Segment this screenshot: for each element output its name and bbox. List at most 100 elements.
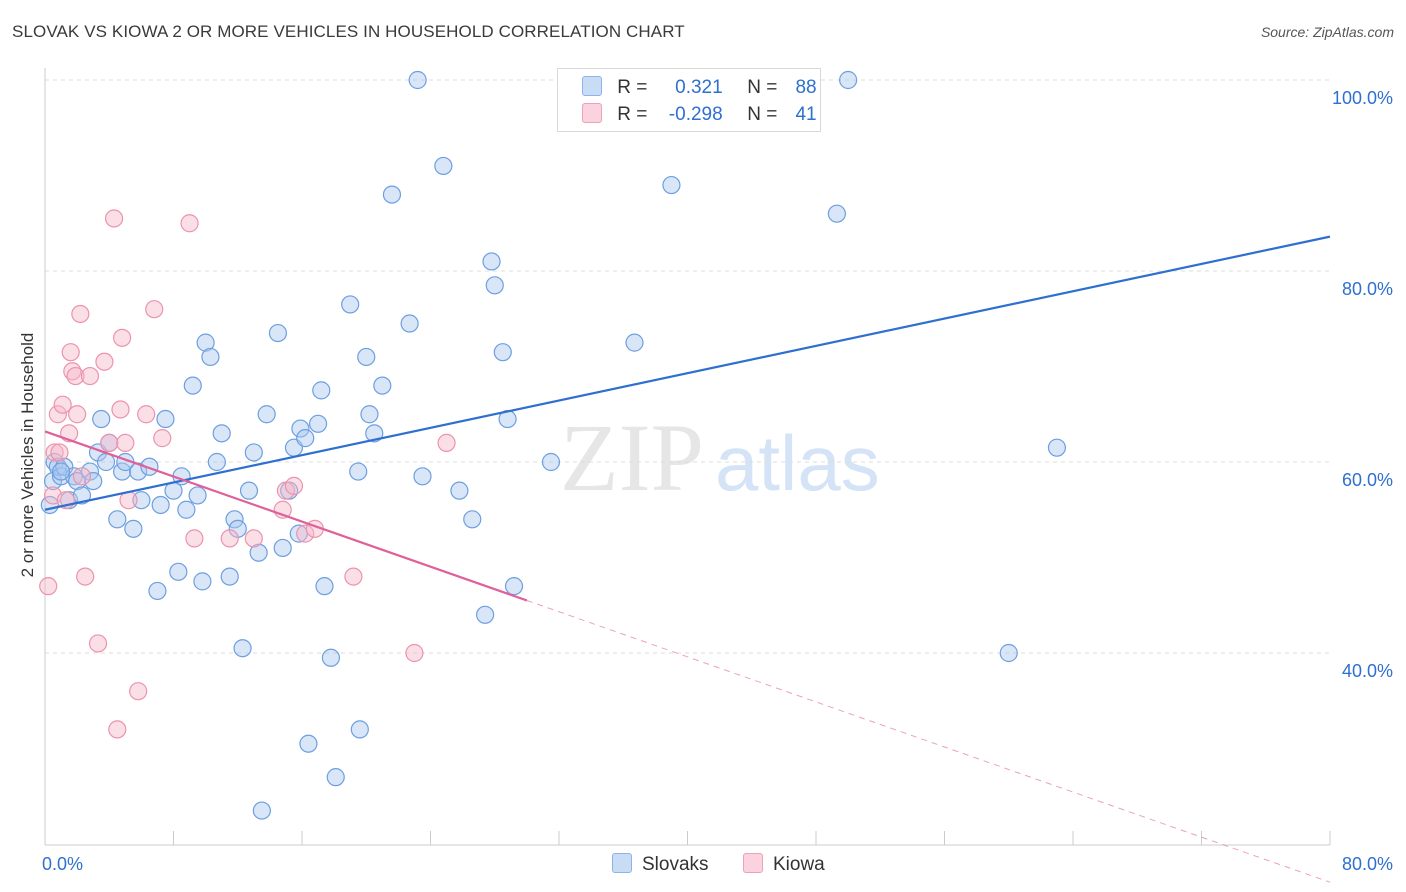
slovaks-point [308,414,328,433]
slovaks-point [84,472,103,491]
kiowa-point [220,529,239,548]
grid-lines [45,79,1330,654]
chart-title: SLOVAK VS KIOWA 2 OR MORE VEHICLES IN HO… [12,22,685,41]
kiowa-point [80,366,100,386]
kiowa-point [129,682,148,701]
slovaks-points [40,70,1067,820]
legend-item-kiowa: Kiowa [743,853,825,876]
slovaks-point [108,510,127,529]
source-label: Source: ZipAtlas.com [1260,24,1394,40]
slovaks-point [999,643,1018,663]
legend-swatch-kiowa [582,103,602,123]
slovaks-point [193,572,212,591]
slovaks-point [485,276,504,295]
slovaks-point [273,538,292,558]
legend-r-label: R = [617,77,648,98]
slovaks-point [434,156,453,176]
kiowa-point [95,352,114,371]
kiowa-point [344,567,363,586]
slovaks-point [839,70,858,90]
slovaks-point [341,295,360,314]
slovaks-point [148,581,167,601]
slovaks-point [400,314,419,333]
slovaks-point [188,486,207,505]
slovaks-point [315,577,334,596]
watermark-atlas: atlas [715,419,880,507]
stats-legend: R = 0.321 N = 88 R = -0.298 N = 41 [557,68,821,132]
slovaks-point [268,323,288,343]
slovaks-point [827,204,846,223]
kiowa-point [112,328,132,347]
slovaks-point [382,185,402,204]
legend-swatch-kiowa [743,853,763,873]
kiowa-point [180,214,199,233]
slovaks-point [177,500,196,519]
legend-swatch-slovaks [582,76,602,96]
x-tick-label: 80.0% [1342,854,1393,874]
slovaks-point [312,381,331,400]
legend-item-slovaks: Slovaks [612,853,709,876]
slovaks-point [233,639,252,658]
legend-n-value: 41 [795,104,817,125]
slovaks-point [299,734,318,753]
kiowa-point [61,343,80,362]
slovaks-point [349,462,368,481]
slovaks-point [124,519,143,538]
slovaks-point [257,405,276,424]
watermark: ZIP atlas [560,404,880,511]
kiowa-point [50,443,69,462]
kiowa-point [72,467,92,486]
kiowa-point [116,433,135,452]
axes [44,68,1331,846]
legend-row-slovaks: R = 0.321 N = 88 [582,76,817,99]
slovaks-point [225,510,244,529]
kiowa-point [100,433,119,452]
slovaks-point [196,333,215,352]
slovaks-point [625,333,644,352]
slovaks-point [201,347,220,367]
legend-r-value: -0.298 [668,104,723,125]
slovaks-point [413,467,432,486]
slovaks-point [249,543,268,562]
legend-n-label: N = [747,77,778,98]
slovaks-point [1047,438,1067,457]
kiowa-trend-line-extension [526,600,1331,883]
kiowa-trend-line [44,430,528,602]
kiowa-point [76,567,95,586]
legend-swatch-slovaks [612,853,632,873]
x-tick-label: 0.0% [42,854,83,874]
kiowa-point [137,405,156,424]
kiowa-point [66,366,85,386]
kiowa-point [153,429,172,448]
slovaks-point [365,424,384,443]
legend-r-value: 0.321 [675,77,723,98]
kiowa-point [296,524,315,543]
slovaks-point [373,376,392,395]
kiowa-point [108,720,127,739]
slovaks-point [463,510,482,529]
slovaks-point [220,567,239,586]
slovaks-point [476,605,495,624]
slovaks-point [493,343,512,362]
slovaks-point [252,801,271,820]
kiowa-points [39,209,456,739]
y-tick-label: 40.0% [1342,661,1393,681]
y-tick-label: 100.0% [1332,88,1393,108]
trend-lines [44,235,1331,883]
legend-label-slovaks: Slovaks [642,854,709,875]
y-tick-label: 60.0% [1342,470,1393,490]
y-tick-label: 80.0% [1342,279,1393,299]
kiowa-point [104,209,124,228]
kiowa-point [185,529,204,548]
slovaks-point [156,409,175,429]
legend-n-label: N = [747,104,778,125]
series-legend: Slovaks Kiowa [0,853,1406,877]
slovaks-point [350,720,369,739]
kiowa-point [437,433,456,452]
kiowa-point [39,577,58,596]
slovaks-point [360,405,379,424]
slovaks-point [151,495,170,515]
kiowa-point [284,476,304,495]
slovaks-point [132,491,151,510]
